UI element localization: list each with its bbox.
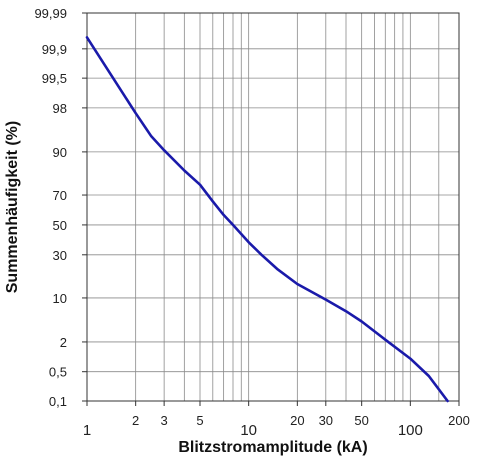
y-tick-label: 0,1 [49,394,67,409]
x-tick-label: 20 [290,413,304,428]
series-line [85,36,449,403]
x-tick-label: 5 [196,413,203,428]
x-tick-label: 100 [398,422,423,439]
x-tick-label: 50 [354,413,368,428]
x-tick-label: 3 [161,413,168,428]
x-axis: 1 2 3 5 10 20 30 50 100 200 [83,401,470,439]
y-tick-label: 99,5 [42,71,67,86]
x-tick-label: 10 [240,422,257,439]
x-tick-label: 200 [448,413,470,428]
x-axis-title: Blitzstromamplitude (kA) [178,439,367,456]
y-axis: 99,99 99,9 99,5 98 90 70 50 30 10 2 0,5 0,1 [34,6,87,409]
y-tick-label: 30 [53,248,67,263]
x-tick-label: 30 [319,413,333,428]
y-tick-label: 0,5 [49,365,67,380]
plot-frame [86,12,460,402]
series-layer [85,36,449,403]
y-tick-label: 50 [53,218,67,233]
grid [86,12,460,402]
y-tick-label: 99,9 [42,42,67,57]
y-tick-label: 10 [53,291,67,306]
y-tick-label: 2 [60,335,67,350]
y-tick-label: 70 [53,188,67,203]
y-axis-title: Summenhäufigkeit (%) [4,121,21,293]
y-tick-label: 99,99 [34,6,67,21]
x-tick-label: 2 [132,413,139,428]
y-tick-label: 90 [53,145,67,160]
x-tick-label: 1 [83,422,91,439]
y-tick-label: 98 [53,101,67,116]
